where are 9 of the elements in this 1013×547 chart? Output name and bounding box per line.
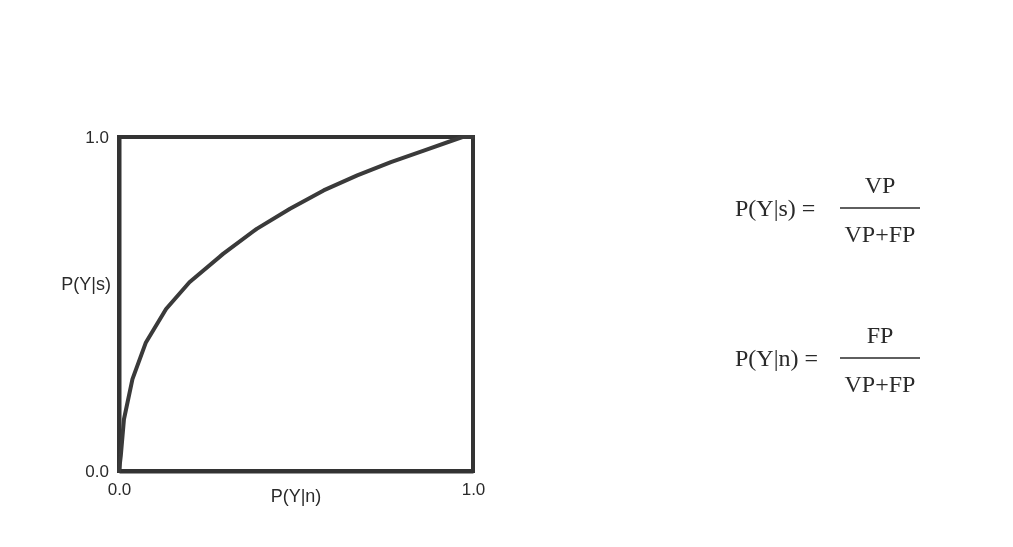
text: FP: [866, 322, 894, 348]
y-axis-title: P(Y|s): [61, 274, 111, 294]
text: P(Y|n) =: [735, 345, 819, 371]
text: P(Y|s) =: [735, 195, 816, 221]
text: VP+FP: [844, 371, 916, 397]
text: VP+FP: [844, 221, 916, 247]
text: VP: [864, 172, 896, 198]
line-series: [117, 135, 475, 473]
x-axis-title: P(Y|n): [270, 486, 322, 506]
